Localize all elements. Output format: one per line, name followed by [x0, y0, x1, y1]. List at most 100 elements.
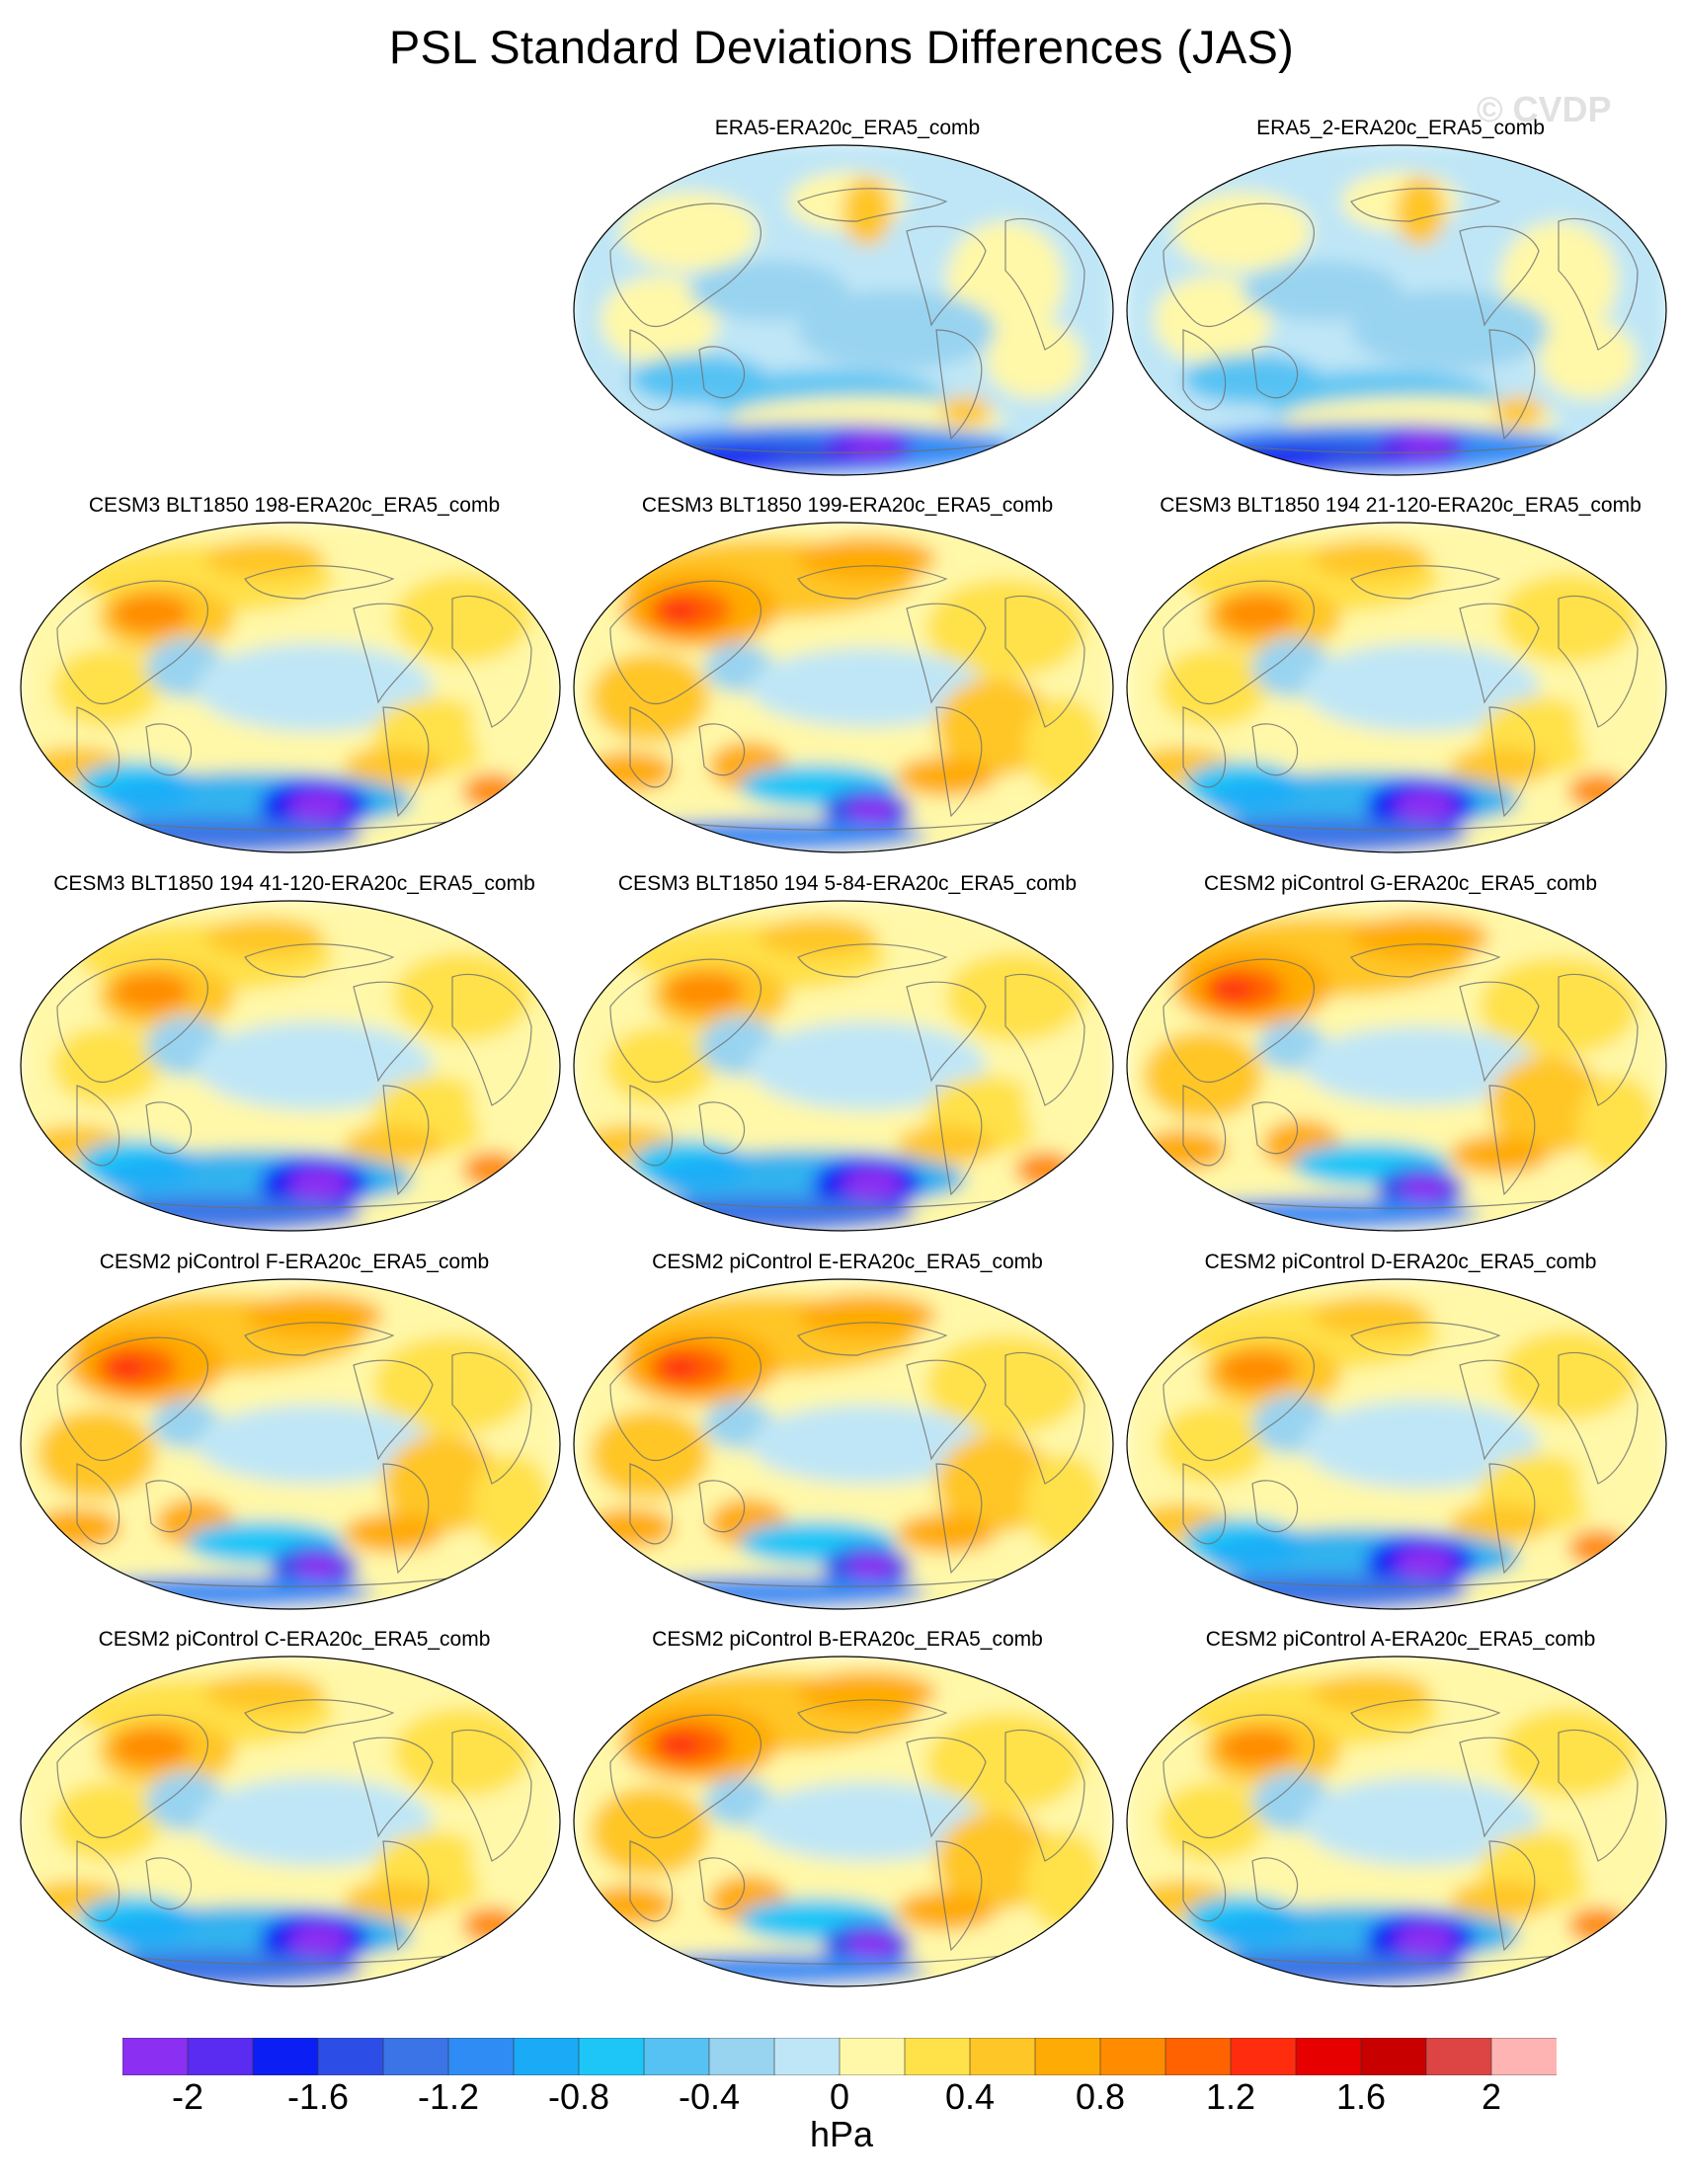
globe-map	[573, 1656, 1114, 1987]
colorbar-tick-label: -1.6	[286, 2076, 350, 2117]
coastline-outlines	[1162, 943, 1639, 1209]
globe-map	[20, 522, 561, 853]
map-panel: CESM3 BLT1850 194 41-120-ERA20c_ERA5_com…	[18, 872, 571, 1262]
globe-map	[573, 1278, 1114, 1610]
panel-title: CESM3 BLT1850 194 21-120-ERA20c_ERA5_com…	[1160, 494, 1642, 517]
colorbar-tick-label: -1.2	[417, 2076, 480, 2117]
colorbar-swatch	[187, 2038, 254, 2075]
map-panel: CESM2 piControl F-ERA20c_ERA5_comb	[18, 1251, 571, 1641]
coastline-outlines	[1162, 188, 1639, 453]
watermark: © CVDP	[1477, 89, 1612, 129]
anomaly-field	[574, 145, 1113, 475]
coastline-outlines	[609, 1699, 1085, 1965]
panel-title: ERA5-ERA20c_ERA5_comb	[714, 117, 981, 139]
globe-map	[1126, 522, 1667, 853]
colorbar-tick-label: -0.8	[547, 2076, 610, 2117]
globe-map	[20, 1656, 561, 1987]
globe-map	[1126, 1278, 1667, 1610]
map-panel: CESM3 BLT1850 199-ERA20c_ERA5_comb	[571, 494, 1124, 884]
map-panel: CESM2 piControl E-ERA20c_ERA5_comb	[571, 1251, 1124, 1641]
colorbar-swatch	[252, 2038, 319, 2075]
colorbar-swatch	[317, 2038, 384, 2075]
figure-title: PSL Standard Deviations Differences (JAS…	[388, 21, 1295, 73]
panel-title: CESM3 BLT1850 199-ERA20c_ERA5_comb	[641, 494, 1054, 517]
map-panel: ERA5_2-ERA20c_ERA5_comb	[1124, 117, 1677, 507]
anomaly-field	[21, 1279, 560, 1609]
anomaly-field	[21, 1657, 560, 1986]
globe-map	[20, 900, 561, 1232]
colorbar-swatch	[1164, 2038, 1232, 2075]
panel-title: CESM3 BLT1850 198-ERA20c_ERA5_comb	[88, 494, 501, 517]
colorbar-swatch	[839, 2038, 906, 2075]
colorbar-swatch	[1490, 2038, 1557, 2075]
globe-map	[573, 900, 1114, 1232]
panel-title: CESM2 piControl C-ERA20c_ERA5_comb	[98, 1628, 491, 1651]
map-panel: CESM2 piControl G-ERA20c_ERA5_comb	[1124, 872, 1677, 1262]
panel-title: CESM3 BLT1850 194 41-120-ERA20c_ERA5_com…	[53, 872, 535, 895]
colorbar-tick-label: 0	[829, 2076, 850, 2117]
colorbar-unit-label: hPa	[809, 2114, 874, 2154]
colorbar	[122, 2038, 1557, 2075]
colorbar-tick-label: 0.8	[1075, 2076, 1126, 2117]
colorbar-tick-label: 1.6	[1335, 2076, 1387, 2117]
panel-title: CESM2 piControl D-ERA20c_ERA5_comb	[1204, 1251, 1597, 1273]
colorbar-swatch	[382, 2038, 449, 2075]
colorbar-swatch	[122, 2038, 189, 2075]
map-panel: CESM2 piControl D-ERA20c_ERA5_comb	[1124, 1251, 1677, 1641]
globe-map	[20, 1278, 561, 1610]
coastline-outlines	[1162, 1699, 1639, 1965]
coastline-outlines	[56, 943, 532, 1209]
anomaly-field	[1127, 1279, 1666, 1609]
map-panel: CESM2 piControl C-ERA20c_ERA5_comb	[18, 1628, 571, 2018]
anomaly-field	[574, 523, 1113, 852]
colorbar-swatch	[969, 2038, 1036, 2075]
colorbar-swatch	[708, 2038, 775, 2075]
coastline-outlines	[1162, 1322, 1639, 1587]
anomaly-field	[21, 523, 560, 852]
colorbar-swatch	[1360, 2038, 1427, 2075]
colorbar-swatch	[773, 2038, 841, 2075]
panel-title: CESM3 BLT1850 194 5-84-ERA20c_ERA5_comb	[617, 872, 1078, 895]
colorbar-swatch	[1034, 2038, 1101, 2075]
colorbar-tick-label: 2	[1481, 2076, 1502, 2117]
globe-map	[573, 144, 1114, 476]
globe-map	[1126, 900, 1667, 1232]
map-panel: CESM3 BLT1850 194 5-84-ERA20c_ERA5_comb	[571, 872, 1124, 1262]
anomaly-field	[1127, 523, 1666, 852]
anomaly-field	[574, 1279, 1113, 1609]
colorbar-swatch	[1295, 2038, 1362, 2075]
map-panel: CESM2 piControl B-ERA20c_ERA5_comb	[571, 1628, 1124, 2018]
panel-title: CESM2 piControl F-ERA20c_ERA5_comb	[99, 1251, 490, 1273]
colorbar-swatch	[447, 2038, 515, 2075]
colorbar-tick-label: -2	[171, 2076, 204, 2117]
map-panel: CESM3 BLT1850 194 21-120-ERA20c_ERA5_com…	[1124, 494, 1677, 884]
globe-map	[573, 522, 1114, 853]
panel-title: CESM2 piControl B-ERA20c_ERA5_comb	[652, 1628, 1043, 1651]
colorbar-swatch	[1425, 2038, 1492, 2075]
colorbar-swatch	[1230, 2038, 1297, 2075]
anomaly-field	[1127, 1657, 1666, 1986]
colorbar-tick-labels: -2 -1.6 -1.2 -0.8 -0.4 0 0.4 0.8 1.2 1.6 2	[0, 2076, 1683, 2126]
panel-title: CESM2 piControl A-ERA20c_ERA5_comb	[1205, 1628, 1596, 1651]
anomaly-field	[574, 1657, 1113, 1986]
colorbar-tick-label: -0.4	[678, 2076, 741, 2117]
coastline-outlines	[609, 565, 1085, 831]
anomaly-field	[21, 901, 560, 1231]
colorbar-swatch	[1099, 2038, 1166, 2075]
coastline-outlines	[1162, 565, 1639, 831]
anomaly-field	[1127, 901, 1666, 1231]
map-panel: ERA5-ERA20c_ERA5_comb	[571, 117, 1124, 507]
globe-map	[1126, 144, 1667, 476]
panel-title: ERA5_2-ERA20c_ERA5_comb	[1256, 117, 1545, 139]
panel-title: CESM2 piControl E-ERA20c_ERA5_comb	[652, 1251, 1043, 1273]
colorbar-tick-label: 0.4	[944, 2076, 996, 2117]
colorbar-swatch	[513, 2038, 580, 2075]
colorbar-swatch	[578, 2038, 645, 2075]
map-panel: CESM2 piControl A-ERA20c_ERA5_comb	[1124, 1628, 1677, 2018]
globe-map	[1126, 1656, 1667, 1987]
colorbar-tick-label: 1.2	[1205, 2076, 1256, 2117]
colorbar-swatch	[904, 2038, 971, 2075]
anomaly-field	[1127, 145, 1666, 475]
anomaly-field	[574, 901, 1113, 1231]
colorbar-swatch	[643, 2038, 710, 2075]
